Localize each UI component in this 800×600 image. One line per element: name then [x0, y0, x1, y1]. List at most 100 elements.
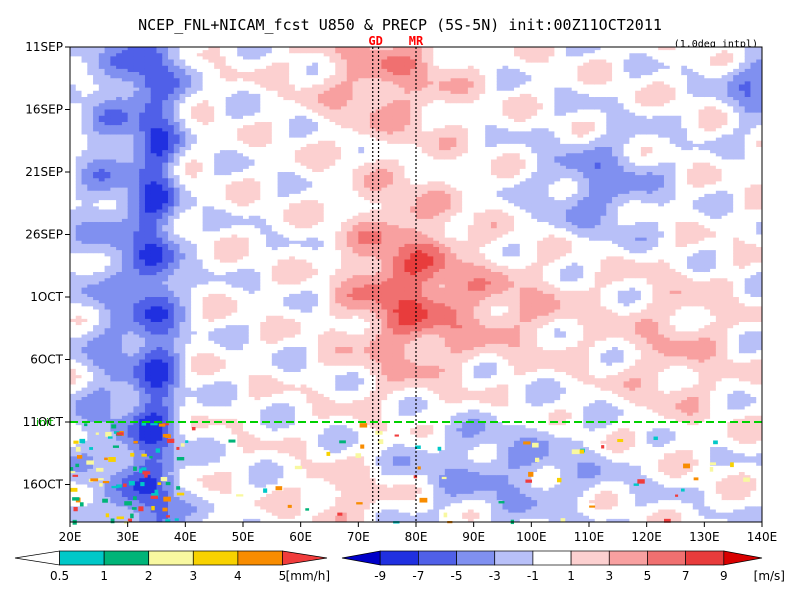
u850-cell — [231, 184, 238, 189]
u850-cell — [179, 278, 186, 282]
u850-cell — [185, 340, 192, 345]
u850-cell — [87, 106, 94, 110]
u850-cell — [156, 143, 163, 148]
u850-cell — [208, 328, 215, 332]
u850-cell — [191, 72, 198, 76]
u850-cell — [104, 47, 111, 51]
u850-cell — [70, 137, 77, 142]
u850-cell — [87, 290, 94, 295]
u850-cell — [127, 493, 134, 498]
u850-cell — [127, 93, 134, 98]
u850-cell — [104, 203, 111, 207]
u850-cell — [144, 128, 152, 132]
u850-cell — [237, 187, 244, 192]
u850-cell — [179, 387, 186, 392]
u850-cell — [156, 318, 163, 323]
u850-cell — [75, 168, 82, 173]
u850-cell — [87, 100, 94, 104]
u850-cell — [116, 518, 123, 523]
u850-cell — [144, 222, 152, 226]
u850-cell — [93, 415, 100, 420]
u850-cell — [173, 406, 180, 410]
u850-cell — [179, 103, 186, 107]
u850-cell — [98, 312, 105, 317]
u850-cell — [231, 268, 238, 273]
u850-cell — [75, 478, 82, 482]
u850-cell — [104, 93, 111, 98]
u850-cell — [208, 293, 215, 298]
u850-cell — [70, 172, 77, 176]
u850-cell — [208, 343, 215, 348]
u850-cell — [225, 209, 232, 214]
u850-cell — [121, 256, 129, 260]
u850-cell — [150, 47, 157, 51]
u850-cell — [162, 112, 169, 117]
u850-cell — [110, 134, 117, 139]
u850-cell — [248, 309, 255, 314]
u850-cell — [144, 68, 152, 73]
u850-cell — [104, 387, 111, 392]
u850-cell — [87, 481, 94, 485]
u850-cell — [196, 387, 204, 392]
u850-cell — [81, 300, 88, 304]
u850-cell — [191, 147, 198, 151]
u850-cell — [225, 428, 232, 432]
u850-cell — [93, 212, 100, 217]
u850-cell — [173, 56, 180, 60]
u850-cell — [81, 109, 88, 114]
u850-cell — [208, 172, 215, 176]
u850-cell — [225, 47, 232, 51]
u850-cell — [110, 100, 117, 104]
u850-cell — [75, 187, 82, 192]
u850-cell — [70, 406, 77, 410]
u850-cell — [231, 125, 238, 129]
u850-cell — [139, 487, 146, 492]
u850-cell — [196, 356, 204, 360]
u850-cell — [93, 393, 100, 398]
u850-cell — [219, 90, 227, 95]
u850-cell — [70, 268, 77, 273]
u850-cell — [185, 84, 192, 89]
u850-cell — [150, 415, 157, 420]
u850-cell — [243, 515, 250, 520]
u850-cell — [81, 387, 88, 392]
u850-cell — [162, 181, 169, 185]
u850-cell — [139, 428, 146, 432]
u850-cell — [237, 456, 244, 460]
u850-cell — [110, 65, 117, 70]
u850-cell — [196, 309, 204, 314]
u850-cell — [225, 197, 232, 201]
u850-cell — [219, 472, 227, 476]
u850-cell — [127, 156, 134, 160]
u850-cell — [150, 381, 157, 385]
u850-cell — [214, 62, 221, 67]
u850-cell — [121, 50, 129, 54]
u850-cell — [219, 159, 227, 164]
u850-cell — [150, 318, 157, 323]
u850-cell — [121, 428, 129, 432]
u850-cell — [237, 412, 244, 417]
u850-cell — [168, 97, 175, 101]
u850-cell — [191, 425, 198, 429]
u850-cell — [110, 368, 117, 373]
u850-cell — [162, 318, 169, 323]
u850-cell — [208, 206, 215, 210]
u850-cell — [110, 112, 117, 117]
u850-cell — [214, 165, 221, 170]
u850-cell — [81, 453, 88, 457]
u850-cell — [98, 434, 105, 439]
u850-cell — [156, 47, 163, 51]
u850-cell — [254, 175, 261, 179]
u850-cell — [162, 143, 169, 148]
u850-cell — [81, 503, 88, 507]
u850-cell — [133, 306, 140, 310]
u850-cell — [70, 437, 77, 442]
u850-cell — [75, 59, 82, 64]
u850-cell — [150, 275, 157, 279]
u850-cell — [139, 350, 146, 354]
u850-cell — [185, 462, 192, 467]
u850-cell — [173, 247, 180, 251]
u850-cell — [156, 218, 163, 223]
u850-cell — [254, 356, 261, 360]
u850-cell — [144, 387, 152, 392]
